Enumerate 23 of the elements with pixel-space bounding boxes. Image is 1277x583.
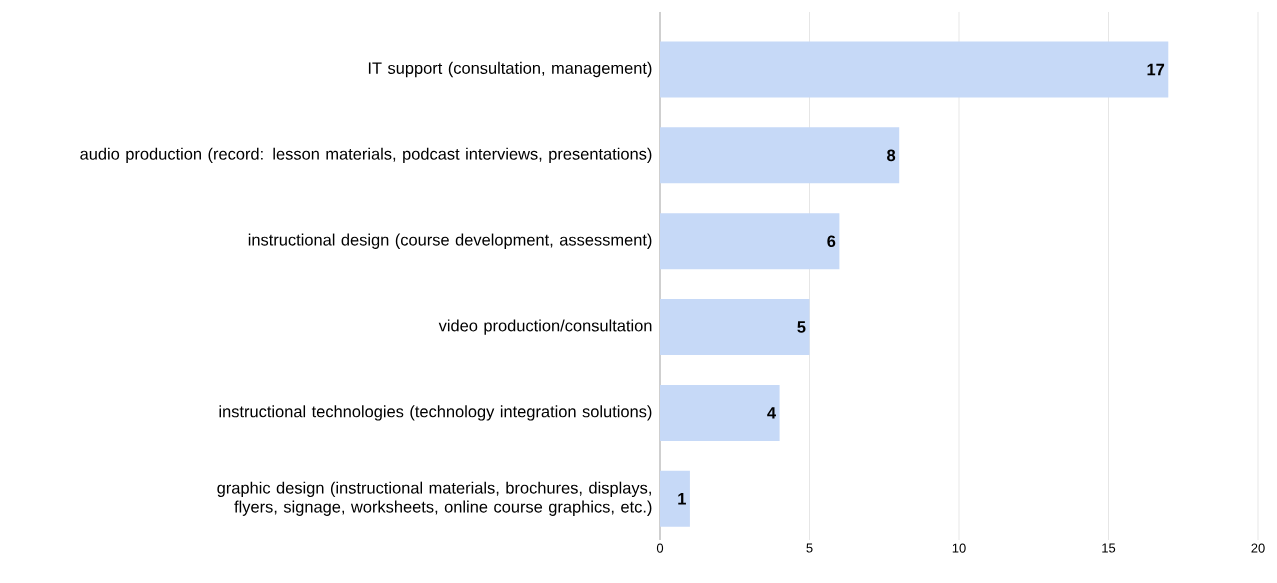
y-tick-label: instructional design (course development, assessment) (248, 233, 652, 249)
y-tick-label: instructional technologies (technology integration solutions) (219, 405, 652, 421)
data-label: 4 (767, 407, 776, 419)
x-tick-label: 0 (656, 543, 664, 553)
bar (660, 470, 690, 527)
bar (660, 213, 840, 270)
data-label: 8 (887, 149, 896, 162)
bar (660, 41, 1169, 98)
data-label: 6 (827, 235, 836, 248)
data-label: 17 (1147, 63, 1165, 76)
y-tick-label: audio production (record: lesson materials, podcast interviews, presentations) (80, 147, 652, 164)
x-tick-label: 10 (952, 543, 966, 553)
x-tick-label: 20 (1251, 543, 1265, 553)
bar (660, 127, 900, 184)
x-tick-label: 15 (1102, 543, 1116, 553)
y-tick-label: graphic design (instructional materials, brochures, displays, flyers, signage, worksheets, online course graphics, etc.) (217, 481, 652, 516)
y-tick-label: video production/consultation (438, 319, 652, 335)
bar (660, 384, 780, 441)
x-tick-label: 5 (806, 543, 813, 553)
data-label: 5 (797, 321, 806, 333)
y-tick-label: IT support (consultation, management) (368, 61, 652, 78)
data-label: 1 (678, 493, 686, 505)
bar (660, 299, 810, 356)
